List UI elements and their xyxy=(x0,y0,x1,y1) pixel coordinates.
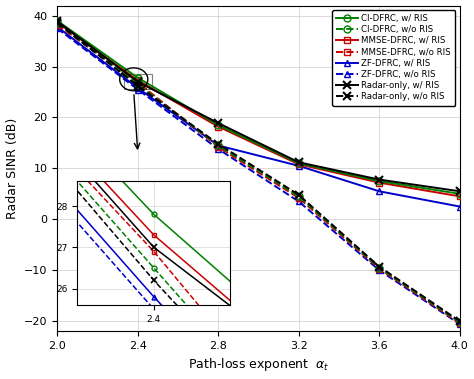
Line: Radar-only, w/o RIS: Radar-only, w/o RIS xyxy=(53,19,464,325)
CI-DFRC, w/o RIS xyxy=(135,82,141,87)
MMSE-DFRC, w/ RIS xyxy=(55,20,60,25)
CI-DFRC, w/o RIS xyxy=(55,21,60,26)
Line: Radar-only, w/ RIS: Radar-only, w/ RIS xyxy=(53,17,464,196)
CI-DFRC, w/ RIS xyxy=(55,19,60,23)
Y-axis label: Radar SINR (dB): Radar SINR (dB) xyxy=(6,118,18,219)
MMSE-DFRC, w/ RIS xyxy=(296,162,301,166)
ZF-DFRC, w/ RIS xyxy=(457,204,463,209)
CI-DFRC, w/o RIS xyxy=(215,143,221,148)
CI-DFRC, w/ RIS xyxy=(376,179,382,183)
ZF-DFRC, w/ RIS xyxy=(135,86,141,90)
Radar-only, w/o RIS xyxy=(215,142,221,146)
Radar-only, w/ RIS xyxy=(296,160,301,164)
CI-DFRC, w/o RIS xyxy=(376,265,382,270)
Radar-only, w/ RIS xyxy=(135,80,141,84)
Radar-only, w/ RIS xyxy=(55,19,60,23)
MMSE-DFRC, w/ RIS xyxy=(457,194,463,199)
Legend: CI-DFRC, w/ RIS, CI-DFRC, w/o RIS, MMSE-DFRC, w/ RIS, MMSE-DFRC, w/o RIS, ZF-DFR: CI-DFRC, w/ RIS, CI-DFRC, w/o RIS, MMSE-… xyxy=(332,10,455,105)
ZF-DFRC, w/o RIS xyxy=(457,322,463,326)
MMSE-DFRC, w/ RIS xyxy=(135,78,141,83)
ZF-DFRC, w/ RIS xyxy=(376,189,382,194)
ZF-DFRC, w/o RIS xyxy=(296,199,301,204)
CI-DFRC, w/ RIS xyxy=(215,123,221,127)
Line: CI-DFRC, w/o RIS: CI-DFRC, w/o RIS xyxy=(54,20,463,326)
Radar-only, w/ RIS xyxy=(457,189,463,194)
MMSE-DFRC, w/ RIS xyxy=(376,180,382,185)
Radar-only, w/ RIS xyxy=(215,121,221,125)
Line: ZF-DFRC, w/ RIS: ZF-DFRC, w/ RIS xyxy=(54,23,463,210)
ZF-DFRC, w/o RIS xyxy=(215,147,221,151)
ZF-DFRC, w/ RIS xyxy=(215,143,221,148)
ZF-DFRC, w/o RIS xyxy=(376,268,382,273)
MMSE-DFRC, w/o RIS xyxy=(457,321,463,325)
Line: CI-DFRC, w/ RIS: CI-DFRC, w/ RIS xyxy=(54,17,463,197)
CI-DFRC, w/ RIS xyxy=(457,191,463,196)
MMSE-DFRC, w/o RIS xyxy=(55,23,60,27)
Radar-only, w/o RIS xyxy=(296,193,301,197)
ZF-DFRC, w/o RIS xyxy=(55,26,60,31)
Radar-only, w/o RIS xyxy=(55,20,60,25)
MMSE-DFRC, w/o RIS xyxy=(135,80,141,85)
CI-DFRC, w/ RIS xyxy=(135,75,141,80)
Radar-only, w/o RIS xyxy=(135,84,141,88)
MMSE-DFRC, w/ RIS xyxy=(215,124,221,129)
Line: MMSE-DFRC, w/o RIS: MMSE-DFRC, w/o RIS xyxy=(54,22,463,326)
ZF-DFRC, w/ RIS xyxy=(296,164,301,168)
CI-DFRC, w/ RIS xyxy=(296,161,301,166)
Radar-only, w/ RIS xyxy=(376,177,382,182)
Line: ZF-DFRC, w/o RIS: ZF-DFRC, w/o RIS xyxy=(54,25,463,327)
MMSE-DFRC, w/o RIS xyxy=(296,196,301,200)
CI-DFRC, w/o RIS xyxy=(457,320,463,324)
Bar xyxy=(124,74,152,89)
CI-DFRC, w/o RIS xyxy=(296,194,301,199)
Radar-only, w/o RIS xyxy=(457,319,463,323)
ZF-DFRC, w/ RIS xyxy=(55,25,60,29)
X-axis label: Path-loss exponent  $\alpha_t$: Path-loss exponent $\alpha_t$ xyxy=(188,356,329,373)
MMSE-DFRC, w/o RIS xyxy=(376,266,382,271)
ZF-DFRC, w/o RIS xyxy=(135,87,141,92)
MMSE-DFRC, w/o RIS xyxy=(215,145,221,149)
Radar-only, w/o RIS xyxy=(376,264,382,269)
Line: MMSE-DFRC, w/ RIS: MMSE-DFRC, w/ RIS xyxy=(54,19,463,200)
